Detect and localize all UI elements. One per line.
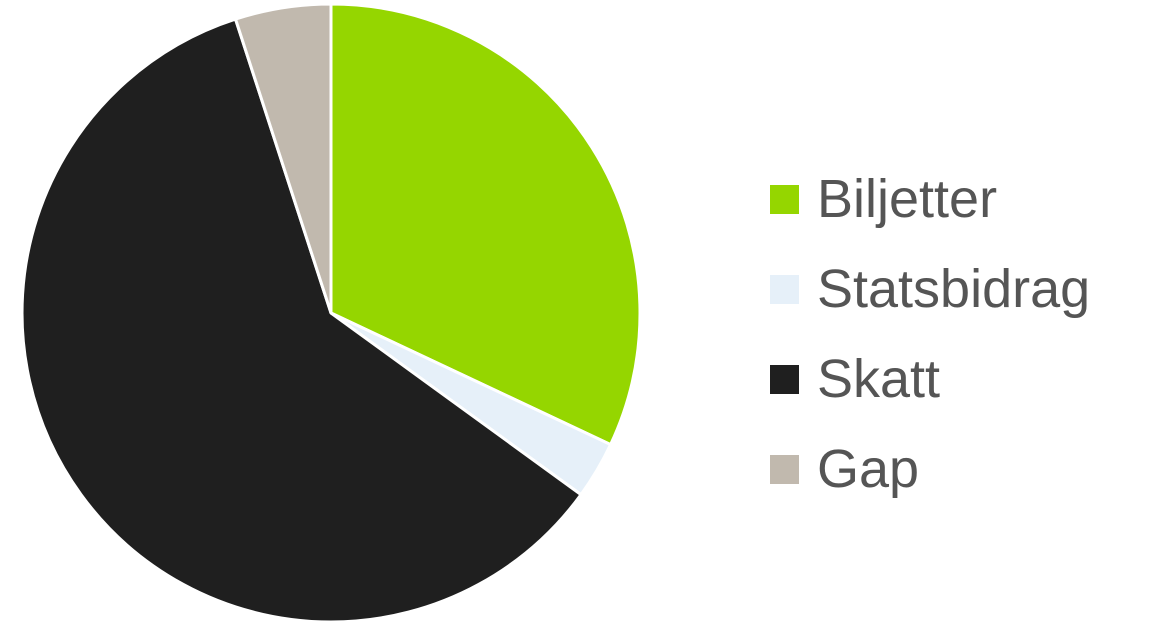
- legend-swatch-biljetter: [770, 184, 799, 214]
- pie-slice-biljetter: [329, 2, 642, 447]
- legend-swatch-statsbidrag: [770, 274, 799, 304]
- pie-slice-skatt: [20, 17, 583, 621]
- legend-item-skatt: Skatt: [770, 334, 1090, 424]
- legend-swatch-skatt: [770, 364, 799, 394]
- legend-swatch-gap: [770, 454, 799, 484]
- legend-item-statsbidrag: Statsbidrag: [770, 244, 1090, 334]
- legend-item-biljetter: Biljetter: [770, 154, 1090, 244]
- legend-label-skatt: Skatt: [817, 349, 941, 409]
- pie-slice-gap: [234, 2, 333, 315]
- legend-label-gap: Gap: [817, 439, 920, 499]
- pie-slices: [20, 2, 642, 621]
- legend: Biljetter Statsbidrag Skatt Gap: [770, 154, 1090, 514]
- legend-item-gap: Gap: [770, 424, 1090, 514]
- legend-label-biljetter: Biljetter: [817, 169, 998, 229]
- legend-label-statsbidrag: Statsbidrag: [817, 259, 1091, 319]
